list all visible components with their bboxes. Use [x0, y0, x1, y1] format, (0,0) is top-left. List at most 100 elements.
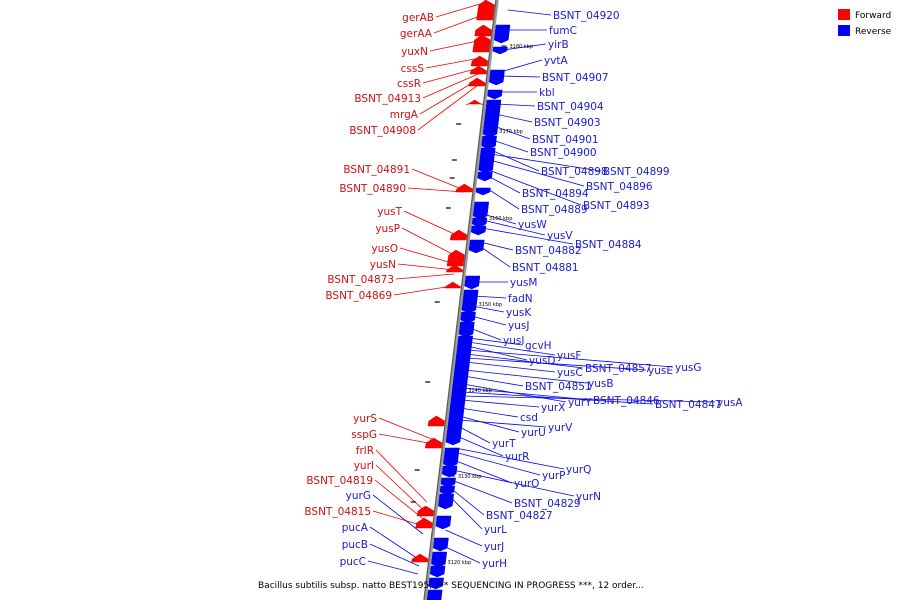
forward-gene — [468, 77, 486, 87]
reverse-gene — [432, 537, 449, 552]
gene-label-frlr: frlR — [356, 445, 374, 457]
reverse-gene — [426, 589, 443, 600]
gene-label-yurj: yurJ — [484, 541, 504, 553]
leader-line — [395, 273, 455, 280]
leader-line — [449, 495, 483, 530]
leader-line — [458, 415, 520, 433]
leader-line — [492, 139, 529, 153]
legend-forward-swatch — [838, 9, 850, 20]
reverse-gene — [493, 24, 511, 44]
gene-label-bsnt-04815: BSNT_04815 — [304, 506, 371, 518]
kbp-tick-label: 3130 kbp — [458, 474, 482, 480]
leader-line — [472, 305, 505, 313]
gene-label-yusf: yusF — [557, 350, 581, 362]
leader-line — [502, 43, 547, 51]
gene-label-yury: yurY — [568, 397, 592, 409]
leader-line — [459, 407, 519, 418]
gene-label-bsnt-04857: BSNT_04857 — [585, 363, 652, 375]
forward-gene — [446, 249, 466, 267]
leader-line — [467, 341, 556, 356]
reverse-gene — [445, 431, 462, 446]
leader-line — [378, 433, 434, 445]
reverse-gene — [477, 171, 493, 182]
reverse-gene — [488, 69, 505, 86]
reverse-gene — [460, 311, 476, 324]
leader-line — [464, 369, 587, 384]
gene-label-bsnt-04890: BSNT_04890 — [339, 183, 406, 195]
leader-line — [460, 399, 540, 408]
gene-label-yirb: yirB — [548, 39, 569, 51]
leader-line — [401, 227, 457, 257]
gene-label-pucc: pucC — [340, 556, 366, 568]
gene-label-bsnt-04899: BSNT_04899 — [603, 166, 670, 178]
gene-label-yurh: yurH — [482, 558, 507, 570]
leader-line — [473, 295, 507, 299]
reverse-gene — [431, 551, 448, 568]
gene-label-yurv: yurV — [548, 422, 573, 434]
gene-label-bsnt-04894: BSNT_04894 — [522, 188, 589, 200]
leader-line — [411, 168, 465, 191]
reverse-gene — [481, 135, 497, 150]
gene-features — [410, 0, 511, 600]
leader-line — [375, 464, 426, 513]
gene-label-yuro: yurO — [514, 478, 539, 490]
leader-line — [458, 419, 547, 428]
leader-line — [453, 459, 513, 484]
leader-line — [403, 210, 459, 237]
kbp-tick-label: 3120 kbp — [448, 560, 472, 566]
leader-line — [397, 263, 455, 271]
leader-line — [374, 479, 425, 521]
leader-line — [457, 425, 491, 444]
leader-line — [455, 447, 565, 470]
leader-line — [466, 357, 647, 371]
leader-line — [470, 315, 507, 326]
reverse-gene — [471, 217, 488, 228]
leader-line — [367, 560, 419, 575]
forward-gene — [446, 264, 464, 273]
legend-reverse-swatch — [838, 25, 850, 36]
map-caption: Bacillus subtilis subsp. natto BEST195, … — [258, 581, 644, 591]
leader-line — [450, 487, 485, 516]
kbp-tick-label: 3170 kbp — [499, 129, 523, 135]
gene-label-yurg: yurG — [346, 490, 371, 502]
gene-label-geraa: gerAA — [400, 28, 433, 40]
gene-label-sspg: sspG — [351, 429, 377, 441]
leader-line — [479, 245, 511, 268]
reverse-gene — [441, 465, 458, 478]
leader-line — [456, 435, 504, 457]
reverse-gene — [428, 577, 444, 590]
leader-line — [500, 59, 543, 73]
gene-label-bsnt-04891: BSNT_04891 — [343, 164, 410, 176]
forward-gene — [424, 437, 443, 449]
leader-lines — [367, 1, 716, 575]
reverse-gene — [475, 187, 491, 196]
forward-gene — [416, 505, 435, 517]
forward-gene — [470, 55, 489, 67]
leader-line — [443, 545, 481, 564]
leader-line — [369, 543, 420, 567]
gene-label-kbl: kbl — [539, 87, 555, 99]
gene-label-yusd: yusD — [529, 355, 555, 367]
gene-label-bsnt-04889: BSNT_04889 — [521, 204, 588, 216]
gene-label-yusn: yusN — [370, 259, 396, 271]
gene-label-yusg: yusG — [675, 362, 701, 374]
gene-label-bsnt-04896: BSNT_04896 — [586, 181, 653, 193]
reverse-gene — [429, 565, 446, 578]
legend: Forward Reverse — [838, 9, 892, 37]
gene-label-bsnt-04903: BSNT_04903 — [534, 117, 601, 129]
gene-label-mrga: mrgA — [390, 109, 419, 121]
forward-gene — [466, 99, 484, 106]
gene-label-fadn: fadN — [508, 293, 533, 305]
gene-label-bsnt-04893: BSNT_04893 — [583, 200, 650, 212]
leader-line — [489, 159, 585, 187]
leader-line — [452, 469, 575, 497]
reverse-gene — [482, 121, 499, 138]
leader-line — [451, 479, 513, 504]
gene-label-yusm: yusM — [510, 277, 537, 289]
leader-line — [466, 349, 674, 368]
gene-label-bsnt-04846: BSNT_04846 — [593, 395, 660, 407]
gene-label-yurx: yurX — [541, 402, 565, 414]
reverse-gene — [470, 225, 487, 236]
reverse-gene — [468, 239, 485, 254]
